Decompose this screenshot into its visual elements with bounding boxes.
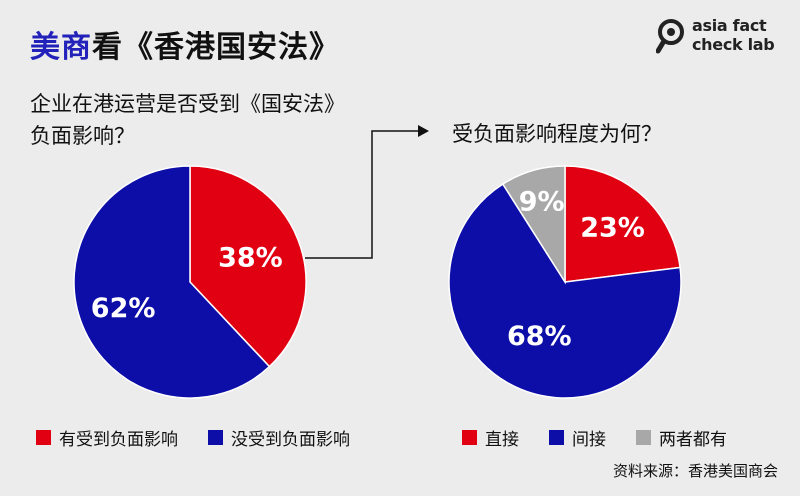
pie-slice-label: 23% [580, 213, 645, 244]
legend-label: 有受到负面影响 [59, 430, 178, 450]
pie-slice [448, 183, 682, 399]
legend-item-both: 两者都有 [636, 425, 727, 450]
legend-swatch-red [462, 430, 477, 445]
pie-slice [501, 165, 566, 285]
legend-chart-2: 直接 间接 两者都有 [462, 425, 757, 450]
question-1-line1: 企业在港运营是否受到《国安法》 [30, 92, 345, 116]
legend-swatch-gray [636, 430, 651, 445]
legend-item-not-affected: 没受到负面影响 [208, 425, 350, 450]
legend-chart-1: 有受到负面影响 没受到负面影响 [36, 425, 380, 450]
question-1: 企业在港运营是否受到《国安法》 负面影响？ [30, 88, 345, 152]
pie-slice-label: 62% [91, 293, 156, 324]
legend-swatch-blue [549, 430, 564, 445]
title-rest: 看《香港国安法》 [92, 30, 340, 65]
legend-swatch-blue [208, 430, 223, 445]
legend-label: 直接 [485, 430, 519, 450]
pie-slice [73, 165, 271, 399]
question-1-line2: 负面影响？ [30, 124, 135, 148]
title-accent: 美商 [30, 30, 92, 65]
pie-slice-label: 38% [218, 243, 283, 274]
page-title: 美商看《香港国安法》 [30, 22, 340, 66]
source-note: 资料来源：香港美国商会 [612, 462, 778, 480]
pie-chart-impact: 38% 62% [73, 165, 307, 399]
pie-chart-degree: 23% 68% 9% [448, 165, 682, 399]
connector-arrowhead [418, 125, 429, 137]
pie-slice-label: 9% [519, 186, 565, 217]
pie-slice [564, 165, 681, 283]
legend-item-affected: 有受到负面影响 [36, 425, 178, 450]
legend-item-direct: 直接 [462, 425, 519, 450]
pie-slice [189, 165, 307, 368]
legend-item-indirect: 间接 [549, 425, 606, 450]
magnifier-icon [656, 19, 684, 54]
question-2: 受负面影响程度为何？ [452, 122, 662, 146]
logo-line2: check lab [692, 35, 775, 54]
legend-label: 两者都有 [659, 430, 727, 450]
legend-label: 没受到负面影响 [231, 430, 350, 450]
logo-text: asia fact check lab [692, 16, 775, 54]
legend-label: 间接 [572, 430, 606, 450]
pie-slice-label: 68% [507, 321, 572, 352]
legend-swatch-red [36, 430, 51, 445]
connector-arrow-line [305, 130, 418, 259]
logo-line1: asia fact [692, 16, 767, 35]
logo: asia fact check lab [656, 14, 786, 58]
